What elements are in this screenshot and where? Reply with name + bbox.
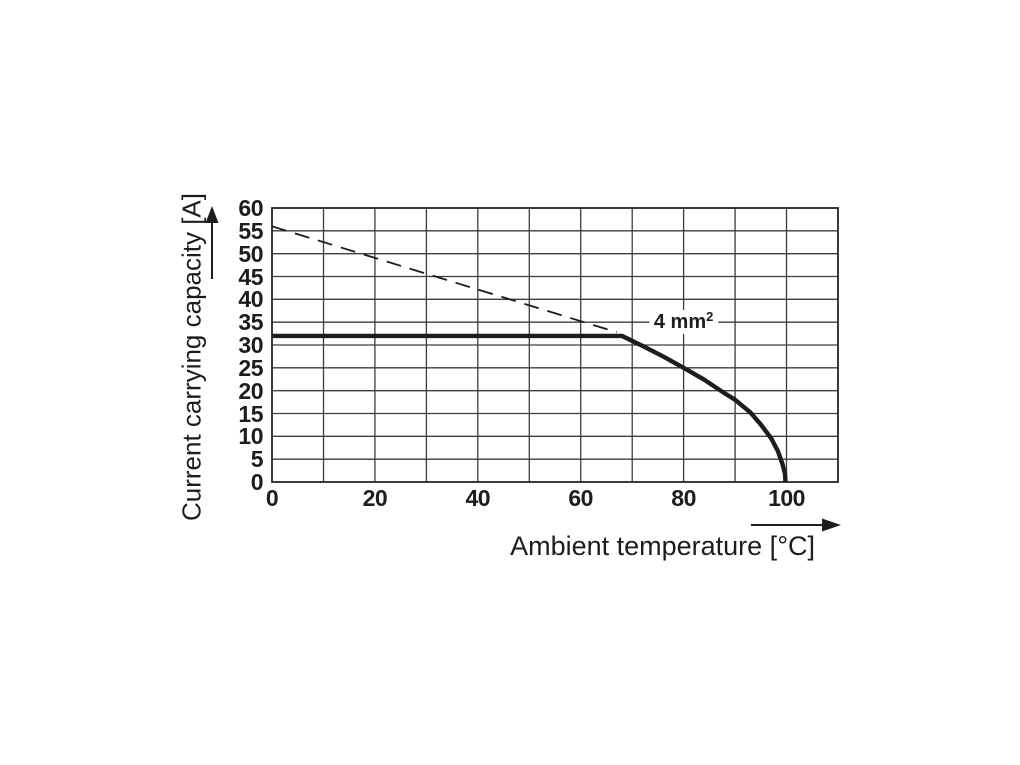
- x-axis-title: Ambient temperature [°C]: [510, 531, 815, 561]
- wire-size-value: 4 mm: [653, 311, 707, 334]
- y-tick-label: 40: [238, 286, 263, 313]
- y-tick-label: 10: [238, 423, 263, 450]
- y-tick-label: 50: [238, 240, 263, 267]
- x-tick-label: 80: [671, 485, 696, 511]
- y-tick-label: 0: [250, 469, 264, 495]
- x-tick-label: 40: [465, 485, 491, 511]
- x-tick-label: 20: [362, 485, 388, 511]
- wire-size-label: 4 mm2: [648, 309, 719, 335]
- x-tick-label: 60: [568, 485, 593, 511]
- y-tick-label: 30: [238, 332, 263, 358]
- y-tick-label: 45: [238, 263, 263, 290]
- y-tick-label: 15: [238, 400, 263, 427]
- y-tick-label: 25: [238, 354, 263, 381]
- y-tick-label: 20: [238, 377, 263, 404]
- y-tick-label: 35: [238, 309, 263, 336]
- x-tick-label: 0: [265, 485, 279, 511]
- y-axis-direction-arrow-icon: [205, 206, 219, 279]
- wire-size-exponent: 2: [706, 309, 714, 325]
- y-tick-label: 55: [238, 217, 263, 244]
- x-tick-label: 100: [768, 485, 805, 511]
- y-tick-label: 5: [250, 446, 264, 473]
- y-tick-label: 60: [238, 195, 263, 221]
- x-axis-direction-arrow-icon: [751, 518, 841, 532]
